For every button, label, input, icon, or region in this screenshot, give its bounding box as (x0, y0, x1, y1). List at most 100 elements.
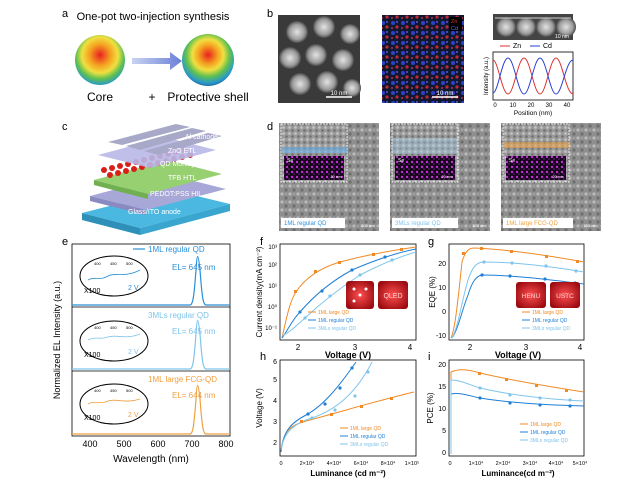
pce-xtick-0: 0 (448, 461, 451, 467)
profile-xtick-2: 20 (528, 103, 535, 109)
caption-3ml: 3MLs regular QD (395, 221, 441, 227)
el-xlabel: Wavelength (nm) (113, 454, 189, 465)
map-legend-cd: Cd (451, 26, 458, 32)
jv-ytick-0: 10⁻¹ (265, 326, 277, 332)
vl-ylabel: Voltage (V) (255, 388, 264, 428)
pce-xtick-5: 5×10⁴ (573, 460, 588, 467)
layer-al (108, 124, 222, 155)
el-row3-name: 1ML large FCG-QD (148, 375, 217, 384)
jv-axes (279, 243, 417, 341)
vl-ytick-3: 5 (273, 377, 277, 384)
panel-g: EQE (%) -10 0 10 20 2 3 4 Voltage (V) HE… (428, 243, 585, 360)
profile-xlabel: Position (nm) (514, 110, 552, 117)
profile-axes (492, 51, 574, 101)
eqe-xtick-2: 4 (578, 343, 583, 352)
vl-xtick-3: 6×10⁴ (354, 460, 369, 467)
panel-d: Se 20 nm 1ML regular QD 100 nm Se 20 nm … (279, 123, 601, 231)
layer-label-0: Al cathode (185, 134, 218, 141)
el-row1-peak: EL= 645 nm (172, 263, 216, 272)
el-row2-x100: X100 (84, 352, 100, 359)
el-row1-t1: 450 (110, 261, 117, 266)
scale-bar-1: 10 nm (331, 91, 348, 97)
scale-bar-2: 10 nm (437, 91, 454, 97)
led-qled-text: QLED (383, 293, 402, 300)
el-xtick-3: 700 (184, 439, 199, 449)
pce-regular-line (450, 393, 585, 454)
led-ustc-text: USTC (556, 293, 574, 300)
main-scale-1: 100 nm (361, 223, 375, 228)
profile-xtick-0: 0 (493, 103, 497, 109)
shell-label: Protective shell (167, 90, 248, 104)
pce-markers (478, 372, 572, 408)
el-xtick-2: 600 (150, 439, 165, 449)
jv-xtick-2: 4 (408, 343, 413, 352)
el-xtick-0: 400 (82, 439, 97, 449)
jv-xtick-0: 2 (296, 343, 301, 352)
eqe-legend-2: 3MLs regular QD (532, 326, 570, 332)
el-row3-x100: X100 (84, 415, 100, 422)
pce-ytick-3: 15 (438, 384, 446, 391)
arrow-icon (132, 52, 182, 70)
panel-c: Al cathode ZnO ETL QD Monlayer TFB HTL P… (82, 124, 230, 235)
se-tag-2: Se (398, 158, 404, 164)
vl-xlabel: Luminance (cd m⁻²) (310, 469, 386, 478)
layer-label-5: Glass/ITO anode (128, 209, 181, 216)
el-row3-voltage: 2 V (128, 412, 139, 419)
el-row1-name: 1ML regular QD (148, 245, 205, 254)
jv-ytick-3: 10² (268, 263, 277, 269)
jv-ytick-1: 10⁰ (268, 304, 278, 311)
eqe-ytick-1: 0 (442, 309, 446, 316)
vl-legend-0: 1ML large QD (350, 426, 381, 432)
vl-xtick-4: 8×10⁴ (381, 460, 396, 467)
layer-label-4: PEDOT:PSS HIL (150, 191, 202, 198)
el-row2-t2: 500 (126, 325, 133, 330)
led-henu-text: HENU (522, 293, 541, 300)
profile-xtick-1: 10 (510, 103, 517, 109)
scale-bar-3: 10 nm (555, 34, 569, 40)
el-row1-inset (79, 255, 149, 297)
pce-ytick-0: 0 (442, 450, 446, 457)
panel-h: Voltage (V) 2 3 4 5 6 0 2×10⁴ 4×10⁴ 6×10… (255, 359, 419, 478)
jv-regular-line (281, 248, 417, 339)
pce-xlabel: Luminance(cd m⁻²) (481, 469, 554, 478)
eqe-ytick-3: 20 (438, 261, 446, 268)
inset-scale-3: 20 nm (552, 174, 564, 179)
eqe-large-line (450, 247, 585, 339)
map-legend-zn: Zn (451, 19, 457, 25)
jv-markers (294, 248, 403, 320)
jv-legend-1: 1ML regular QD (318, 318, 354, 324)
el-row3-peak: EL= 644 nm (172, 391, 216, 400)
eqe-xlabel: Voltage (V) (495, 350, 541, 360)
vl-ytick-4: 6 (273, 359, 277, 366)
panel-label-g: g (428, 236, 434, 248)
pce-xtick-4: 4×10⁴ (549, 460, 564, 467)
profile-xtick-3: 30 (546, 103, 553, 109)
el-row3-t2: 500 (126, 388, 133, 393)
el-row2-t0: 400 (94, 325, 101, 330)
eqe-three-line (451, 261, 585, 339)
vl-xtick-2: 4×10⁴ (327, 460, 342, 467)
panel-label-c: c (62, 121, 68, 133)
pce-legend-1: 1ML regular QD (530, 430, 566, 436)
eqe-ytick-2: 10 (438, 285, 446, 292)
jv-legend-0: 1ML large QD (318, 310, 349, 316)
el-xtick-1: 500 (116, 439, 131, 449)
caption-fcg: 1ML large FCG-QD (506, 221, 558, 227)
profile-legend-cd: Cd (543, 43, 552, 50)
eqe-regular-line (451, 274, 585, 339)
main-scale-3: 100 nm (583, 223, 597, 228)
inset-scale-2: 20 nm (441, 174, 453, 179)
el-row1-x100: X100 (84, 288, 100, 295)
panel-label-b: b (267, 8, 273, 20)
inset-scale-1: 20 nm (330, 174, 342, 179)
pce-legend-2: 3MLs regular QD (530, 438, 568, 444)
vl-regular-line (280, 361, 357, 453)
core-label: Core (87, 90, 113, 104)
el-row3-t1: 450 (110, 388, 117, 393)
jv-legend-2: 3MLs regular QD (318, 326, 356, 332)
panel-b: 10 nm Zn Cd 10 nm 10 nm Zn Cd Intensity … (278, 14, 576, 117)
shell-sphere-icon (182, 34, 234, 86)
panel-label-f: f (260, 236, 264, 248)
layer-label-1: ZnO ETL (168, 148, 197, 155)
